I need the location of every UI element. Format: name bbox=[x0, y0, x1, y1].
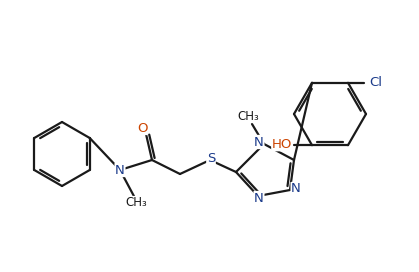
Text: N: N bbox=[254, 135, 264, 149]
Text: CH₃: CH₃ bbox=[125, 196, 147, 209]
Text: HO: HO bbox=[272, 138, 292, 151]
Text: N: N bbox=[115, 163, 125, 177]
Text: S: S bbox=[207, 153, 215, 165]
Text: O: O bbox=[137, 122, 147, 134]
Text: CH₃: CH₃ bbox=[237, 110, 259, 122]
Text: Cl: Cl bbox=[370, 76, 383, 89]
Text: N: N bbox=[254, 191, 264, 205]
Text: N: N bbox=[291, 183, 301, 196]
